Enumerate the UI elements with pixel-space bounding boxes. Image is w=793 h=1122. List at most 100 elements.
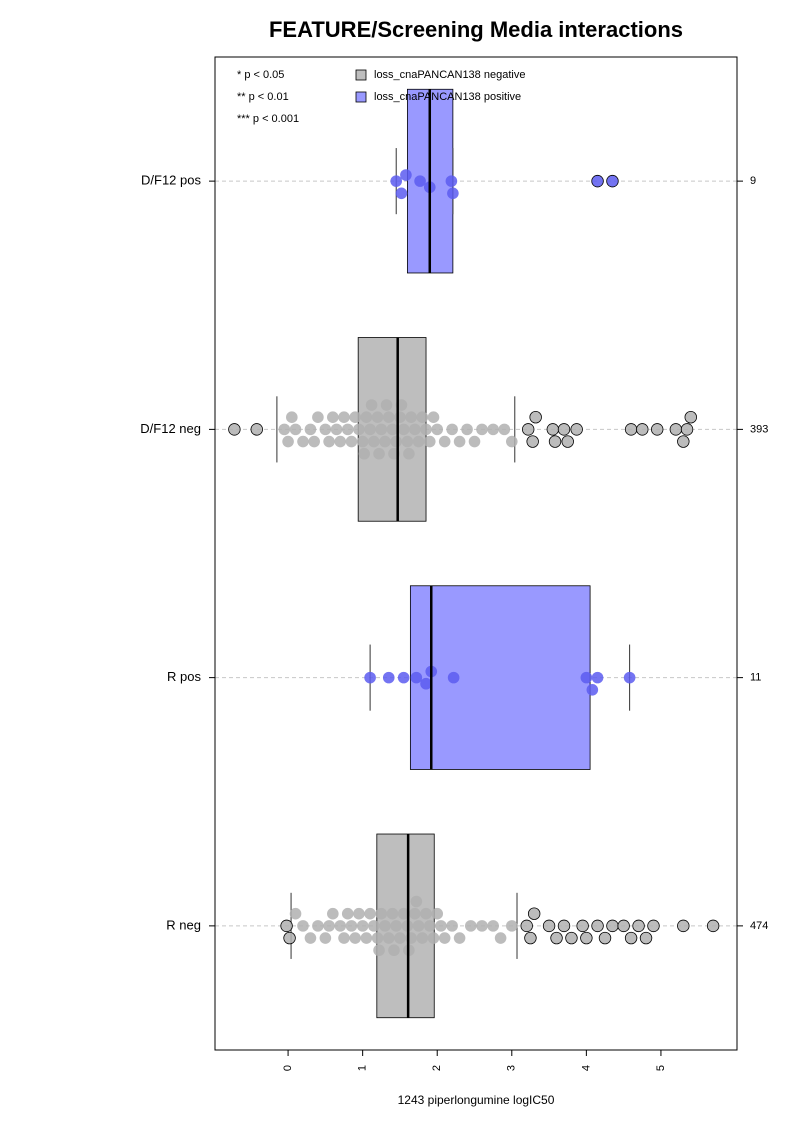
data-point <box>438 932 451 944</box>
data-point <box>319 932 332 944</box>
data-point <box>405 411 417 423</box>
data-point <box>431 423 444 436</box>
legend-swatch <box>355 69 367 81</box>
outlier-point <box>546 423 560 436</box>
data-point <box>360 932 373 944</box>
data-point <box>338 932 350 944</box>
data-point <box>334 435 347 448</box>
y-tick-label: D/F12 neg <box>140 421 201 436</box>
data-point <box>286 411 298 423</box>
outlier-point <box>520 919 533 933</box>
outlier-point <box>283 931 296 945</box>
data-point <box>327 907 339 920</box>
data-point <box>289 907 302 920</box>
outlier-point <box>669 423 683 436</box>
data-point <box>365 399 378 411</box>
box <box>409 585 591 770</box>
plot-frame <box>214 56 738 1051</box>
outlier-point <box>680 423 694 436</box>
data-point <box>327 411 339 423</box>
x-tick-label: 2 <box>431 1065 443 1071</box>
data-point <box>373 944 385 957</box>
data-point <box>397 907 410 920</box>
data-point <box>395 187 408 200</box>
data-point <box>338 411 350 423</box>
data-point <box>375 423 388 436</box>
data-point <box>420 423 432 436</box>
outlier-point <box>651 423 664 436</box>
data-point <box>420 677 432 690</box>
group-count: 393 <box>750 423 768 435</box>
outlier-point <box>624 931 638 945</box>
outlier-point <box>550 931 563 945</box>
y-tick-label: D/F12 pos <box>141 173 201 188</box>
data-point <box>445 175 458 187</box>
data-point <box>586 684 599 696</box>
data-point <box>476 920 488 932</box>
outlier-point <box>280 919 293 933</box>
data-point <box>375 907 388 920</box>
outlier-point <box>526 435 539 448</box>
outlier-point <box>677 919 690 933</box>
data-point <box>453 932 466 944</box>
legend-label: loss_cnaPANCAN138 negative <box>374 69 525 81</box>
data-point <box>401 435 414 448</box>
data-point <box>382 671 395 684</box>
outlier-point <box>557 919 571 933</box>
outlier-point <box>677 435 690 448</box>
data-point <box>334 920 347 932</box>
data-point <box>498 423 511 436</box>
data-point <box>312 920 324 932</box>
data-point <box>382 932 395 944</box>
data-point <box>364 907 376 920</box>
data-point <box>427 932 440 944</box>
data-point <box>446 920 458 932</box>
data-point <box>356 435 369 448</box>
data-point <box>447 671 460 684</box>
data-point <box>364 423 376 436</box>
outlier-point <box>542 919 556 933</box>
data-point <box>394 411 406 423</box>
outlier-point <box>684 410 697 424</box>
outlier-point <box>706 919 720 933</box>
y-tick-label: R neg <box>166 917 201 932</box>
data-point <box>371 411 384 423</box>
data-point <box>380 399 393 411</box>
outlier-point <box>639 931 653 945</box>
annotation: ** p < 0.01 <box>237 91 289 103</box>
outlier-point <box>580 931 593 945</box>
data-point <box>476 423 488 436</box>
data-point <box>435 920 447 932</box>
outlier-point <box>617 919 630 933</box>
x-tick-label: 5 <box>655 1065 667 1071</box>
data-point <box>379 920 391 932</box>
y-tick-label: R pos <box>167 669 201 684</box>
data-point <box>438 435 451 448</box>
data-point <box>397 423 410 436</box>
annotation: * p < 0.05 <box>237 69 284 81</box>
data-point <box>580 671 593 684</box>
data-point <box>297 435 309 448</box>
data-point <box>410 671 423 684</box>
data-point <box>505 435 518 448</box>
data-point <box>423 920 436 932</box>
data-point <box>289 423 302 436</box>
outlier-point <box>228 423 241 436</box>
data-point <box>341 907 354 920</box>
data-point <box>364 671 376 684</box>
data-point <box>304 423 317 436</box>
data-point <box>414 175 426 187</box>
data-point <box>282 435 294 448</box>
data-point <box>446 423 458 436</box>
data-point <box>386 907 399 920</box>
data-point <box>323 920 335 932</box>
legend-swatch <box>355 91 367 103</box>
data-point <box>341 423 354 436</box>
data-point <box>400 169 412 181</box>
data-point <box>390 920 403 932</box>
data-point <box>431 907 444 920</box>
outlier-point <box>647 919 660 933</box>
outlier-point <box>632 919 645 933</box>
data-point <box>358 447 370 460</box>
